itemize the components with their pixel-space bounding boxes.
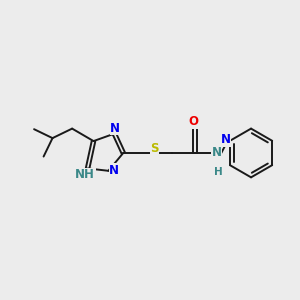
Text: N: N	[109, 164, 119, 177]
Text: O: O	[189, 115, 199, 128]
Text: N: N	[220, 134, 230, 146]
Text: S: S	[150, 142, 159, 155]
Text: H: H	[214, 167, 223, 177]
Text: N: N	[110, 122, 120, 135]
Text: N: N	[212, 146, 222, 159]
Text: NH: NH	[75, 169, 95, 182]
